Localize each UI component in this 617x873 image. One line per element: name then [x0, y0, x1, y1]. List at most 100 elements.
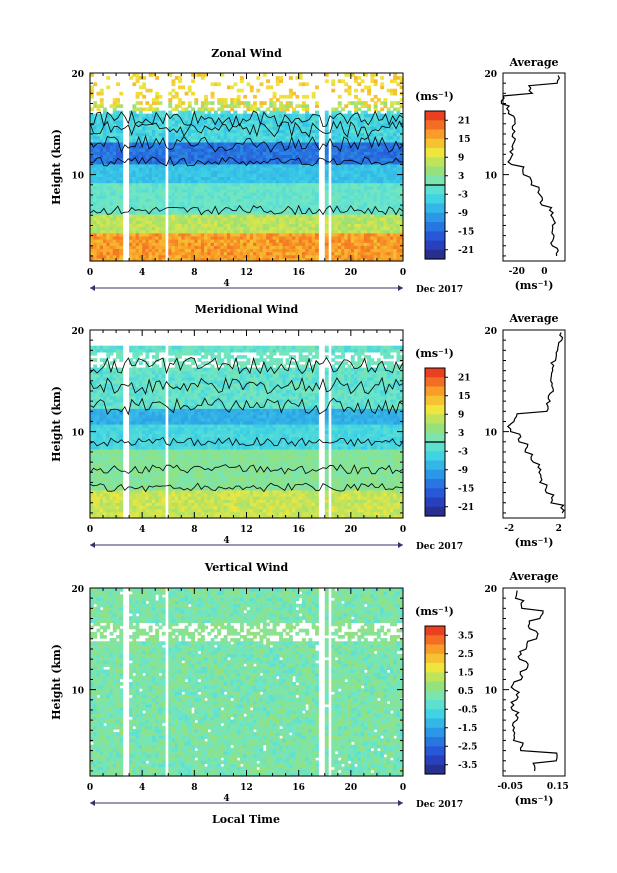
heatmap-cell: [96, 113, 101, 118]
heatmap-cell: [148, 135, 153, 140]
heatmap-cell: [324, 126, 329, 130]
heatmap-cell: [106, 198, 111, 202]
heatmap-cell: [151, 195, 156, 199]
heatmap-cell: [135, 94, 140, 99]
heatmap-cell: [240, 201, 244, 206]
heatmap-cell: [230, 163, 235, 168]
heatmap-cell: [181, 201, 186, 206]
heatmap-cell: [298, 73, 303, 77]
heatmap-cell: [96, 245, 101, 249]
heatmap-cell: [200, 195, 205, 199]
heatmap-cell: [171, 192, 176, 196]
heatmap-cell: [106, 120, 111, 124]
colorbar-tick-label: -3: [458, 190, 468, 200]
heatmap-cell: [99, 104, 104, 108]
heatmap-cell: [138, 220, 143, 224]
heatmap-cell: [233, 176, 238, 181]
heatmap-cell: [207, 126, 212, 130]
heatmap-cell: [178, 85, 182, 90]
colorbar-swatch: [425, 194, 445, 205]
heatmap-cell: [129, 192, 133, 196]
heatmap-cell: [226, 154, 231, 159]
heatmap-cell: [116, 113, 120, 118]
heatmap-cell: [155, 113, 160, 118]
heatmap-cell: [132, 160, 137, 165]
heatmap-cell: [161, 192, 166, 196]
heatmap-cell: [138, 248, 143, 253]
heatmap-cell: [178, 170, 182, 174]
heatmap-cell: [233, 204, 238, 209]
heatmap-cell: [315, 182, 319, 187]
heatmap-cell: [129, 76, 133, 80]
heatmap-cell: [148, 88, 153, 93]
heatmap-cell: [217, 220, 222, 224]
heatmap-cell: [171, 223, 176, 228]
heatmap-cell: [138, 217, 143, 221]
heatmap-cell: [230, 107, 235, 112]
heatmap-cell: [161, 182, 166, 187]
heatmap-cell: [217, 113, 222, 118]
heatmap-cell: [184, 120, 189, 124]
heatmap-cell: [223, 239, 228, 243]
heatmap-cell: [106, 220, 111, 224]
heatmap-cell: [181, 210, 186, 215]
heatmap-cell: [230, 132, 235, 137]
heatmap-cell: [158, 210, 163, 215]
heatmap-cell: [116, 176, 120, 181]
heatmap-cell: [135, 126, 140, 130]
heatmap-cell: [230, 229, 235, 234]
heatmap-cell: [93, 113, 98, 118]
heatmap-cell: [315, 239, 319, 243]
heatmap-cell: [230, 210, 235, 215]
heatmap-cell: [197, 214, 202, 218]
heatmap-cell: [174, 135, 179, 140]
heatmap-cell: [210, 176, 215, 181]
heatmap-cell: [90, 214, 94, 218]
heatmap-cell: [109, 104, 114, 108]
heatmap-cell: [311, 91, 316, 96]
heatmap-cell: [132, 107, 137, 112]
heatmap-cell: [210, 204, 215, 209]
heatmap-cell: [145, 220, 150, 224]
heatmap-cell: [96, 107, 101, 112]
heatmap-cell: [240, 254, 244, 259]
heatmap-cell: [106, 248, 111, 253]
heatmap-cell: [119, 91, 124, 96]
heatmap-cell: [96, 257, 101, 262]
heatmap-cell: [220, 182, 225, 187]
heatmap-cell: [103, 251, 107, 256]
heatmap-cell: [200, 148, 205, 152]
heatmap-cell: [168, 223, 173, 228]
heatmap-cell: [148, 123, 153, 127]
heatmap-cell: [315, 163, 319, 168]
heatmap-cell: [135, 185, 140, 190]
heatmap-cell: [197, 163, 202, 168]
heatmap-cell: [233, 145, 238, 149]
heatmap-cell: [145, 113, 150, 118]
heatmap-cell: [210, 132, 215, 137]
heatmap-cell: [106, 129, 111, 134]
heatmap-cell: [187, 257, 192, 262]
heatmap-cell: [171, 220, 176, 224]
heatmap-cell: [194, 176, 199, 181]
heatmap-cell: [187, 192, 192, 196]
heatmap-cell: [230, 126, 235, 130]
heatmap-cell: [109, 141, 114, 146]
heatmap-cell: [151, 154, 156, 159]
heatmap-cell: [145, 148, 150, 152]
heatmap-cell: [106, 151, 111, 155]
heatmap-cell: [233, 157, 238, 162]
heatmap-cell: [132, 104, 137, 108]
heatmap-cell: [184, 173, 189, 177]
heatmap-cell: [240, 242, 244, 246]
heatmap-cell: [217, 254, 222, 259]
heatmap-cell: [187, 151, 192, 155]
heatmap-cell: [168, 173, 173, 177]
heatmap-cell: [217, 170, 222, 174]
heatmap-cell: [135, 214, 140, 218]
heatmap-cell: [135, 107, 140, 112]
heatmap-cell: [151, 123, 156, 127]
heatmap-cell: [213, 223, 218, 228]
heatmap-cell: [119, 138, 124, 143]
heatmap-cell: [119, 120, 124, 124]
